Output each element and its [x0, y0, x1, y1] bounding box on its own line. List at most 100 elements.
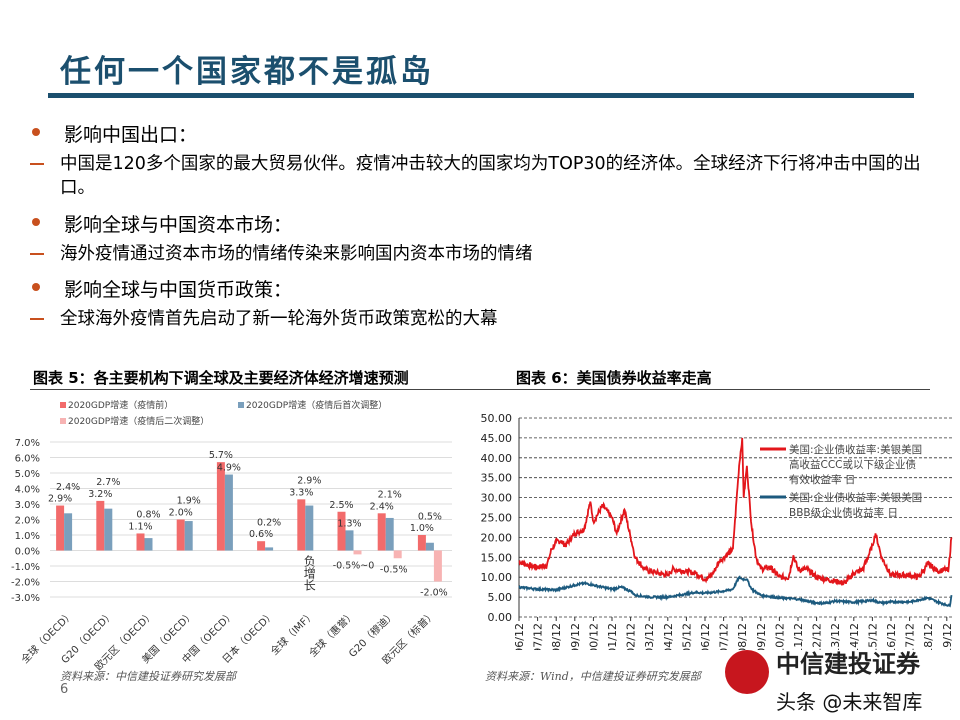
legend-swatch [60, 402, 66, 408]
bar [56, 505, 65, 551]
y-tick-label: -2.0% [11, 578, 40, 589]
y-tick-label: 2.0% [15, 516, 40, 527]
y-tick-label: 15.00 [481, 551, 513, 564]
x-tick-label: 06/12 [699, 623, 712, 650]
dash-icon [30, 163, 44, 165]
series-line [518, 437, 953, 587]
page-number: 6 [60, 682, 69, 697]
x-tick-label: 10/12 [773, 623, 786, 650]
y-tick-label: 10.00 [481, 571, 513, 584]
y-tick-label: 0.00 [488, 611, 513, 624]
y-tick-label: 5.00 [488, 591, 513, 604]
sub-bullet-text: 全球海外疫情首先启动了新一轮海外货币政策宽松的大幕 [60, 309, 498, 329]
x-tick-label: 00/12 [587, 623, 600, 650]
bar [385, 517, 394, 551]
bar [425, 542, 434, 551]
x-tick-label: 08/12 [736, 623, 749, 650]
x-tick-label: 02/12 [625, 623, 638, 650]
bond-yield-line-chart: 0.00 5.00 10.00 15.00 20.00 25.00 30.00 35.00 40… [481, 412, 954, 650]
x-tick-label: 19/12 [941, 623, 954, 650]
x-tick-label: 99/12 [569, 623, 582, 650]
figure5-source: 资料来源：中信建投证券研究发展部 [60, 670, 236, 683]
y-tick-label: 50.00 [481, 412, 513, 425]
bullet-heading: 影响全球与中国资本市场： [64, 214, 293, 236]
y-tick-label: 1.0% [15, 531, 40, 542]
x-tick-label: 15/12 [866, 623, 879, 650]
x-tick-label: 14/12 [848, 623, 861, 650]
watermark: 头条 @未来智库 [776, 690, 923, 714]
legend-swatch [60, 418, 66, 424]
legend-label: 2020GDP增速（疫情后二次调整） [68, 415, 209, 427]
bar [96, 500, 105, 551]
x-tick-label: 01/12 [606, 623, 619, 650]
data-label: 3.2% [88, 489, 112, 500]
data-label: 1.0% [410, 523, 434, 534]
bar [305, 505, 314, 551]
caption-divider [30, 389, 930, 390]
legend-label: 2020GDP增速（疫情后首次调整） [246, 399, 387, 411]
bullet-dot-icon [32, 128, 40, 136]
y-tick-label: 0.0% [15, 547, 40, 558]
data-label: -0.5%~0 [333, 560, 375, 571]
legend-label: 美国:企业债收益率:美银美国高收益CCC或以下级企业债有效收益率 日 [789, 443, 922, 486]
bullet-heading: 影响中国出口： [64, 124, 198, 146]
bar [433, 550, 442, 582]
bar [257, 541, 266, 551]
data-label: 1.3% [337, 518, 361, 529]
data-label: 2.9% [48, 494, 72, 505]
data-label: 0.8% [136, 510, 160, 521]
y-tick-label: -3.0% [11, 593, 40, 604]
series-line [518, 575, 953, 608]
figure6-source: 资料来源：Wind，中信建投证券研究发展部 [485, 670, 701, 683]
bullet-1: 影响中国出口： [32, 120, 197, 147]
bar [144, 538, 153, 551]
y-tick-label: 6.0% [15, 454, 40, 465]
bar [393, 550, 402, 559]
y-tick-label: -1.0% [11, 562, 40, 573]
y-tick-label: 35.00 [481, 472, 513, 485]
data-label: 4.9% [217, 463, 241, 474]
data-label: 3.3% [289, 487, 313, 498]
bar [353, 550, 362, 555]
data-label: 2.4% [370, 501, 394, 512]
data-label: 1.1% [128, 521, 152, 532]
x-tick-label: 09/12 [755, 623, 768, 650]
bullet-dot-icon [32, 218, 40, 226]
y-tick-label: 7.0% [15, 438, 40, 449]
logo-text: 中信建投证券 [776, 650, 920, 678]
x-tick-label: 07/12 [718, 623, 731, 650]
data-label: -2.0% [420, 588, 448, 599]
y-tick-label: 30.00 [481, 492, 513, 505]
bar [345, 530, 354, 551]
bar [176, 519, 185, 551]
sub-bullet-2: 海外疫情通过资本市场的情绪传染来影响国内资本市场的情绪 [30, 242, 940, 266]
x-tick-label: 11/12 [792, 623, 805, 650]
x-tick-label: 18/12 [922, 623, 935, 650]
x-tick-label: 03/12 [643, 623, 656, 650]
bar [377, 513, 386, 551]
sub-bullet-1: 中国是120多个国家的最大贸易伙伴。疫情冲击较大的国家均为TOP30的经济体。全… [30, 152, 940, 200]
bar [104, 508, 113, 551]
gdp-forecast-bar-chart: 7.0% 6.0% 5.0% 4.0% 3.0% 2.0% 1.0% 0.0% -1.0% -2.… [11, 399, 452, 673]
data-label: 2.0% [169, 508, 193, 519]
annotation-label: 负增长 [302, 555, 316, 591]
y-tick-label: 3.0% [15, 500, 40, 511]
data-label: 2.1% [378, 489, 402, 500]
bar [297, 499, 306, 551]
bar [337, 511, 346, 551]
data-label: 2.5% [329, 500, 353, 511]
y-tick-label: 5.0% [15, 469, 40, 480]
data-label: 2.9% [297, 476, 321, 487]
y-tick-label: 25.00 [481, 512, 513, 525]
data-label: 0.5% [418, 511, 442, 522]
y-tick-label: 45.00 [481, 432, 513, 445]
bar [216, 462, 225, 551]
data-label: 1.9% [177, 496, 201, 507]
bar [64, 513, 73, 551]
data-label: 2.7% [96, 477, 120, 488]
x-tick-label: 05/12 [680, 623, 693, 650]
bullet-dot-icon [32, 283, 40, 291]
x-tick-label: 97/12 [532, 623, 545, 650]
legend-swatch [238, 402, 244, 408]
bullet-3: 影响全球与中国货币政策： [32, 275, 292, 302]
